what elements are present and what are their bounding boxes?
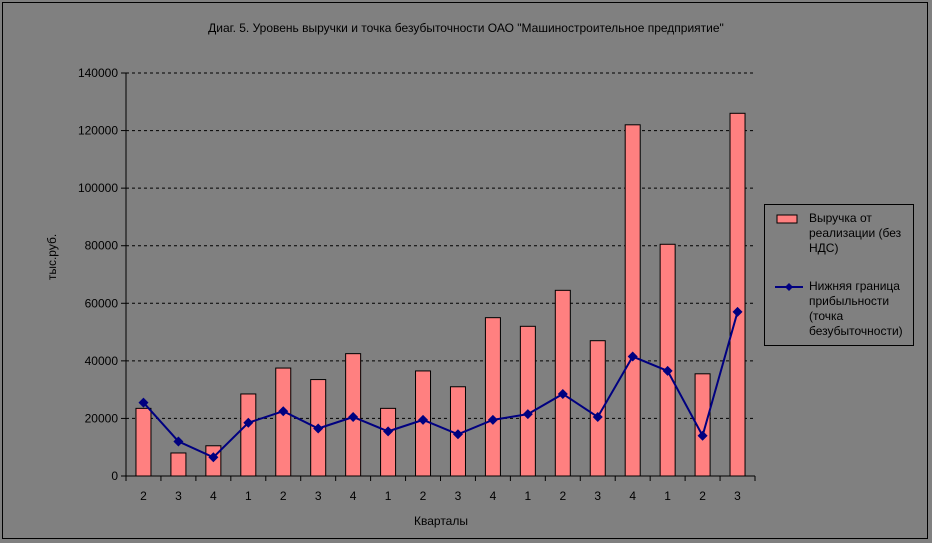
bar: [240, 393, 257, 477]
line-series: [138, 306, 743, 463]
legend-label-revenue: Выручка от реализации (без НДС): [809, 211, 902, 255]
bar: [554, 289, 571, 477]
line-point: [662, 365, 673, 376]
line-point: [487, 414, 498, 425]
line-point: [138, 397, 149, 408]
line-point: [522, 409, 533, 420]
line-point: [418, 414, 429, 425]
x-tick-label: 3: [315, 489, 322, 503]
x-tick-label: 4: [350, 489, 357, 503]
series-line: [142, 311, 739, 459]
x-tick-label: 2: [559, 489, 566, 503]
x-tick-label: 1: [245, 489, 252, 503]
y-tick-labels: 0 20000 40000 60000 80000 100000 120000 140000: [78, 66, 118, 483]
line-point: [278, 406, 289, 417]
gridlines: [121, 72, 755, 477]
y-tick-label: 100000: [78, 181, 118, 195]
x-tick-label: 2: [420, 489, 427, 503]
line-point: [383, 426, 394, 437]
x-tick-label: 4: [210, 489, 217, 503]
legend-swatch-bar: [776, 214, 798, 224]
x-tick-label: 2: [699, 489, 706, 503]
x-tick-label: 1: [664, 489, 671, 503]
line-point: [592, 411, 603, 422]
line-point: [697, 430, 708, 441]
bar-series: [135, 112, 746, 477]
x-tick-label: 2: [140, 489, 147, 503]
bar: [484, 317, 501, 477]
x-tick-labels: 2 3 4 1 2 3 4 1 2 3 4 1 2 3 4 1 2 3: [140, 489, 741, 503]
y-tick-label: 80000: [85, 239, 119, 253]
bar: [170, 452, 187, 477]
line-point: [348, 411, 359, 422]
bar: [519, 325, 536, 477]
y-tick-label: 0: [111, 469, 118, 483]
legend-swatch-line: [775, 283, 803, 291]
bar: [729, 112, 746, 477]
x-tick-label: 4: [490, 489, 497, 503]
legend-label-breakeven: Нижняя граница прибыльности (точка безуб…: [809, 279, 903, 338]
y-tick-label: 140000: [78, 66, 118, 80]
x-axis-title: Кварталы: [414, 514, 468, 528]
line-point: [627, 351, 638, 362]
x-tick-label: 2: [280, 489, 287, 503]
y-axis-title: тыс.руб.: [45, 234, 59, 280]
bar: [275, 367, 292, 477]
axes: [125, 73, 756, 481]
line-point: [173, 436, 184, 447]
bar: [624, 124, 641, 477]
y-tick-label: 20000: [85, 411, 119, 425]
x-tick-label: 3: [455, 489, 462, 503]
line-point: [313, 423, 324, 434]
x-tick-label: 3: [175, 489, 182, 503]
bar: [380, 407, 397, 477]
bar: [135, 407, 152, 477]
line-point: [732, 306, 743, 317]
x-tick-label: 3: [734, 489, 741, 503]
bar: [659, 243, 676, 477]
y-tick-label: 60000: [85, 296, 119, 310]
x-tick-label: 4: [629, 489, 636, 503]
line-point: [208, 452, 219, 463]
chart-title: Диаг. 5. Уровень выручки и точка безубыт…: [208, 21, 724, 35]
line-point: [452, 429, 463, 440]
y-tick-label: 120000: [78, 124, 118, 138]
x-tick-label: 1: [525, 489, 532, 503]
y-tick-label: 40000: [85, 354, 119, 368]
line-point: [557, 388, 568, 399]
x-tick-label: 3: [594, 489, 601, 503]
line-point: [243, 417, 254, 428]
legend: Выручка от реализации (без НДС) Нижняя г…: [764, 204, 914, 346]
x-tick-label: 1: [385, 489, 392, 503]
